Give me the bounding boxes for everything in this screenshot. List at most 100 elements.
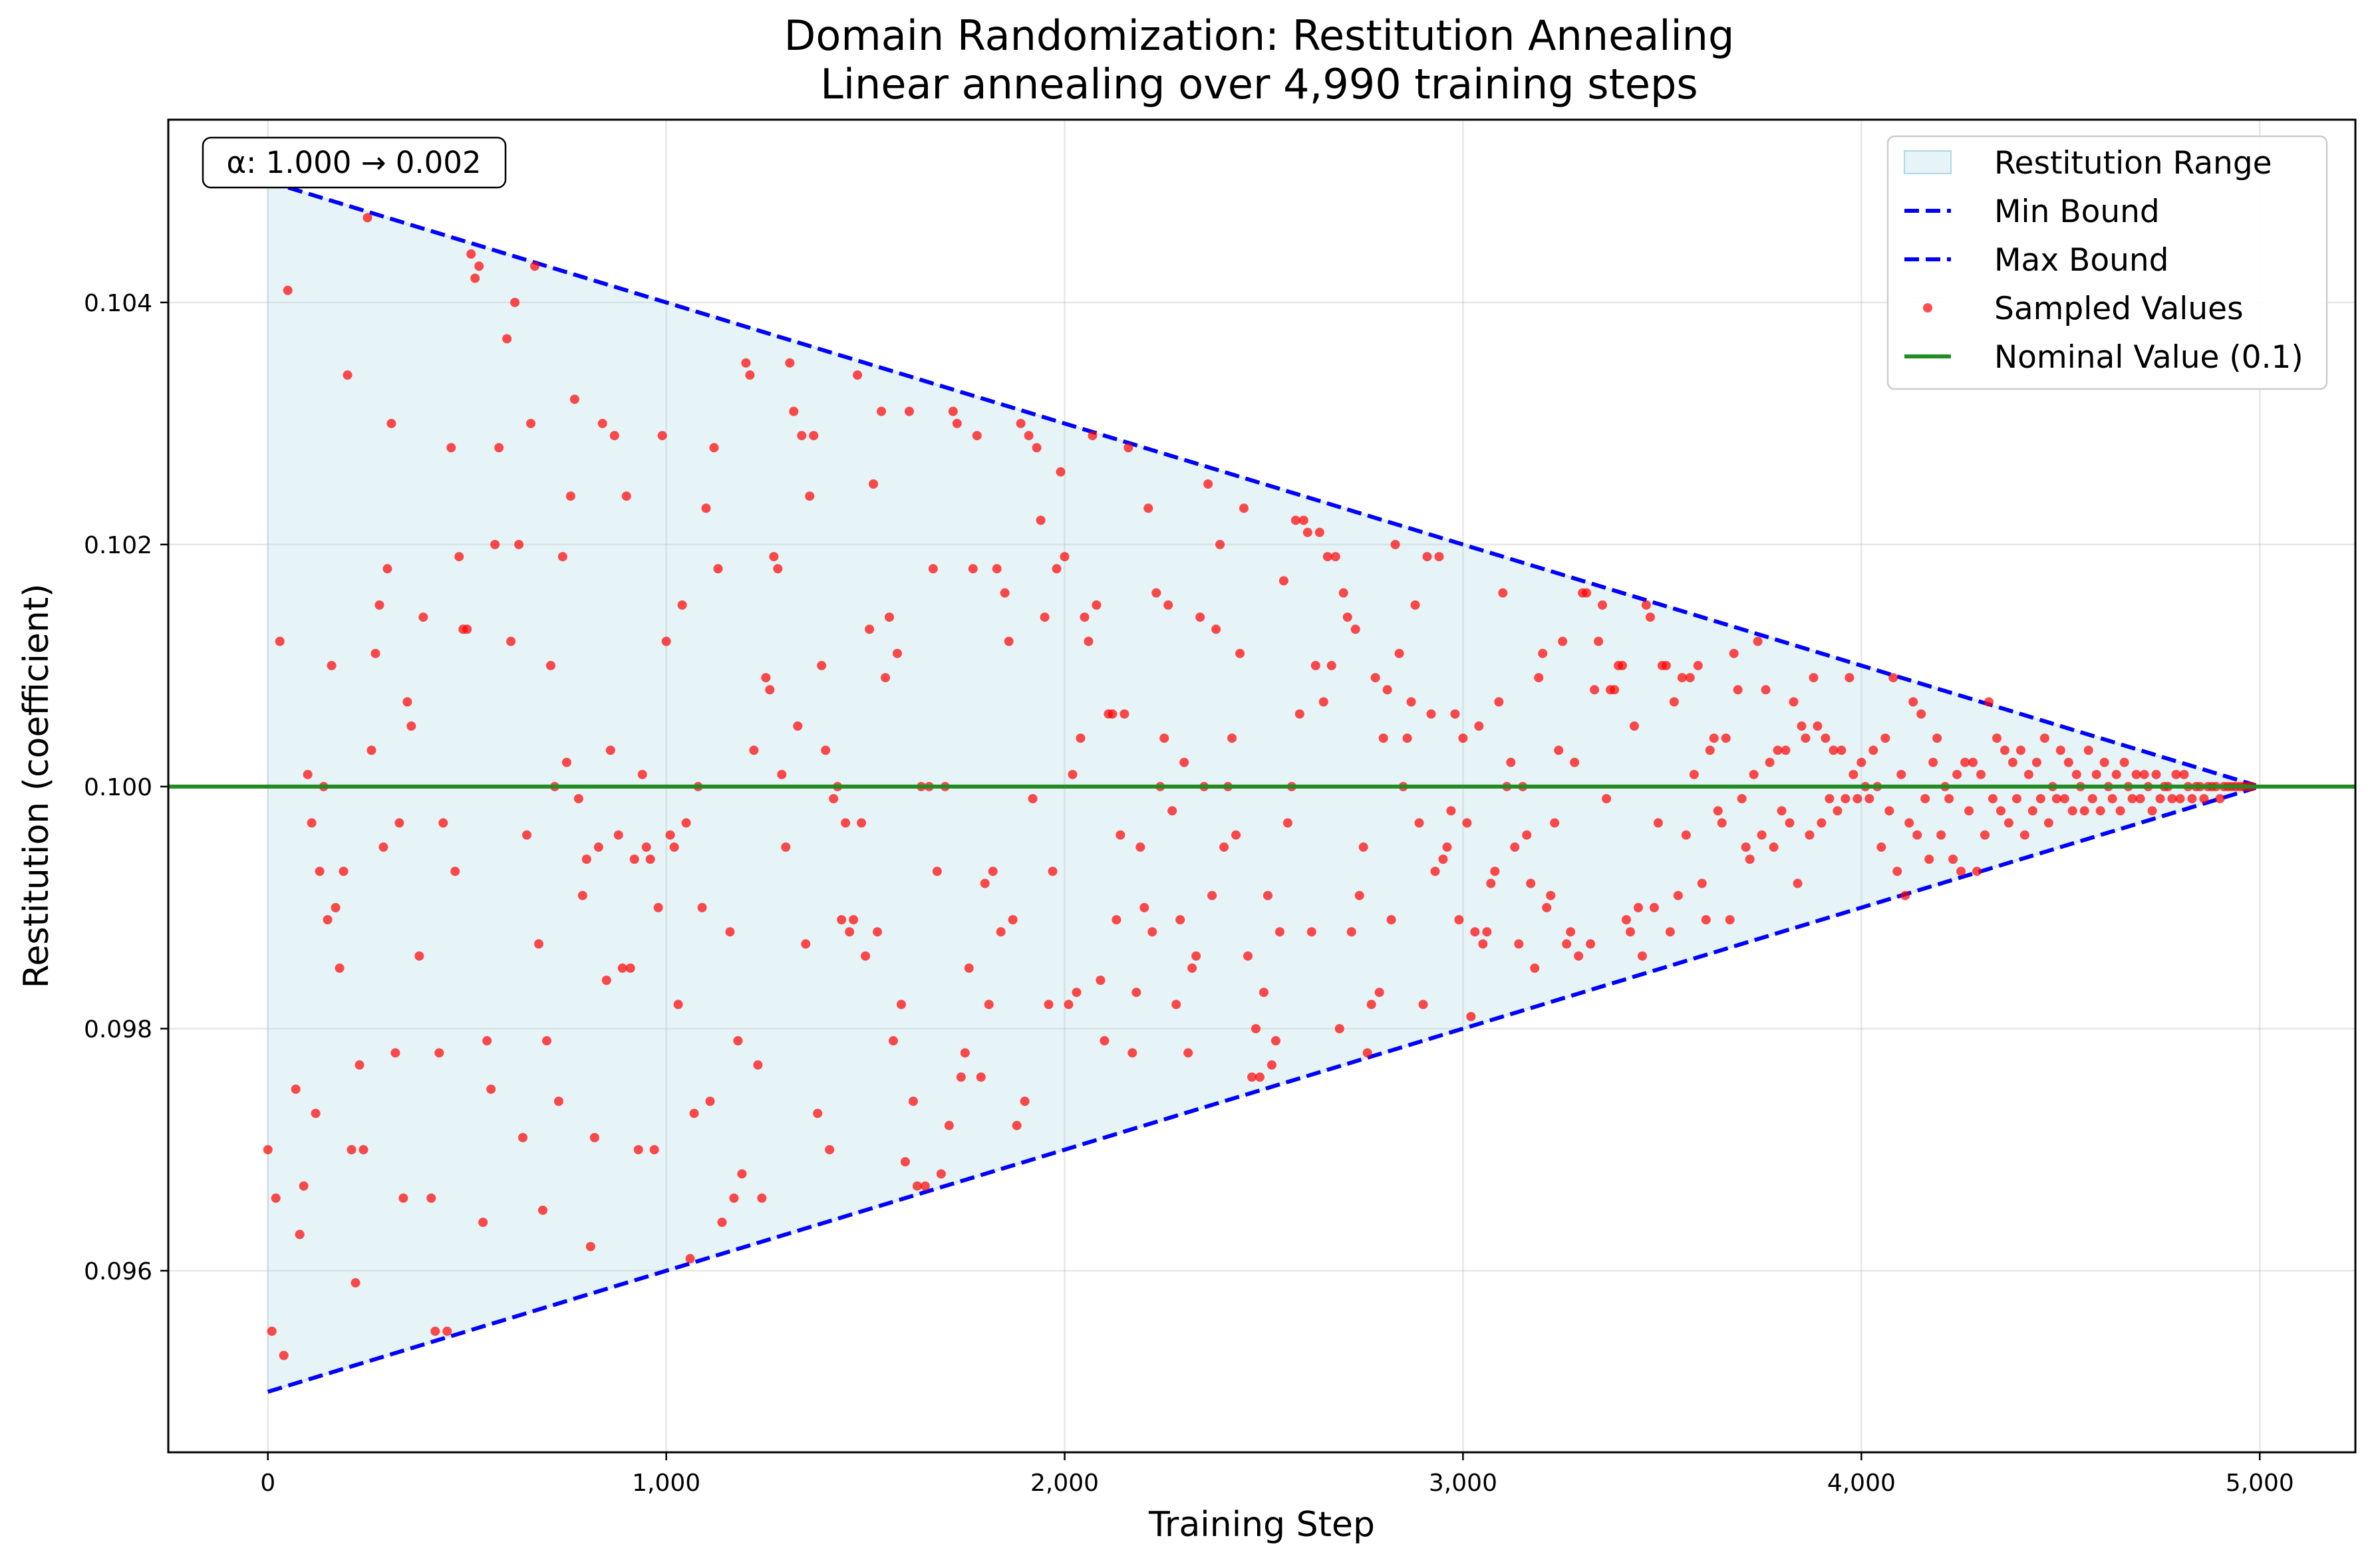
sampled-value-point bbox=[1426, 709, 1436, 719]
sampled-value-point bbox=[1450, 709, 1460, 719]
sampled-value-point bbox=[577, 890, 587, 900]
sampled-value-point bbox=[1302, 527, 1312, 537]
sampled-value-point bbox=[1358, 842, 1368, 852]
sampled-value-point bbox=[829, 794, 839, 804]
sampled-value-point bbox=[347, 1144, 357, 1154]
sampled-value-point bbox=[382, 564, 392, 574]
sampled-value-point bbox=[1773, 745, 1783, 755]
sampled-value-point bbox=[869, 479, 879, 489]
sampled-value-point bbox=[1386, 915, 1396, 925]
sampled-value-point bbox=[307, 818, 317, 828]
sampled-value-point bbox=[1442, 842, 1452, 852]
sampled-value-point bbox=[1633, 902, 1643, 912]
sampled-value-point bbox=[841, 818, 851, 828]
sampled-value-point bbox=[645, 854, 655, 864]
sampled-value-point bbox=[1697, 878, 1707, 888]
sampled-value-point bbox=[709, 443, 719, 453]
sampled-value-point bbox=[2099, 757, 2109, 767]
sampled-value-point bbox=[932, 866, 942, 876]
sampled-value-point bbox=[1904, 818, 1914, 828]
sampled-value-point bbox=[2199, 794, 2209, 804]
sampled-value-point bbox=[701, 503, 711, 513]
legend-swatch-range bbox=[1904, 150, 1952, 174]
sampled-value-point bbox=[1338, 588, 1348, 598]
sampled-value-point bbox=[1817, 818, 1827, 828]
sampled-value-point bbox=[705, 1097, 715, 1107]
sampled-value-point bbox=[881, 673, 891, 683]
sampled-value-point bbox=[1530, 963, 1540, 973]
sampled-value-point bbox=[1538, 648, 1548, 658]
sampled-value-point bbox=[877, 406, 887, 416]
sampled-value-point bbox=[1745, 854, 1755, 864]
sampled-value-point bbox=[805, 491, 815, 501]
sampled-value-point bbox=[1494, 697, 1504, 707]
sampled-value-point bbox=[2087, 794, 2097, 804]
sampled-value-point bbox=[984, 999, 994, 1009]
sampled-value-point bbox=[450, 866, 460, 876]
sampled-value-point bbox=[462, 624, 472, 634]
sampled-value-point bbox=[303, 769, 313, 779]
sampled-value-point bbox=[1713, 806, 1723, 816]
sampled-value-point bbox=[1896, 769, 1906, 779]
sampled-value-point bbox=[1574, 951, 1584, 961]
legend-label-nominal: Nominal Value (0.1) bbox=[1994, 339, 2303, 376]
sampled-value-point bbox=[1725, 915, 1735, 925]
sampled-value-point bbox=[1088, 431, 1098, 441]
sampled-value-point bbox=[1625, 927, 1635, 937]
sampled-value-point bbox=[1637, 951, 1647, 961]
sampled-value-point bbox=[1582, 588, 1592, 598]
sampled-value-point bbox=[1334, 1023, 1344, 1033]
sampled-values-points bbox=[263, 213, 2257, 1361]
sampled-value-point bbox=[2043, 818, 2053, 828]
sampled-value-point bbox=[430, 1326, 440, 1336]
sampled-value-point bbox=[789, 406, 799, 416]
sampled-value-point bbox=[1685, 673, 1695, 683]
annotation-box bbox=[202, 136, 507, 189]
sampled-value-point bbox=[581, 854, 591, 864]
sampled-value-point bbox=[1944, 794, 1954, 804]
sampled-value-point bbox=[1346, 927, 1356, 937]
sampled-value-point bbox=[390, 1048, 400, 1058]
sampled-value-point bbox=[2107, 794, 2117, 804]
sampled-value-point bbox=[506, 636, 516, 646]
sampled-value-point bbox=[944, 1120, 954, 1130]
sampled-value-point bbox=[529, 261, 539, 271]
sampled-value-point bbox=[510, 297, 520, 307]
sampled-value-point bbox=[1135, 842, 1145, 852]
sampled-value-point bbox=[474, 261, 484, 271]
sampled-value-point bbox=[665, 830, 675, 840]
y-tick-label: 0.096 bbox=[84, 1258, 152, 1285]
sampled-value-point bbox=[1721, 733, 1731, 743]
x-tick-label: 0 bbox=[260, 1470, 275, 1497]
y-axis-label: Restitution (coefficient) bbox=[17, 584, 57, 989]
sampled-value-point bbox=[1681, 830, 1691, 840]
sampled-value-point bbox=[729, 1193, 739, 1203]
sampled-value-point bbox=[1645, 612, 1655, 622]
sampled-value-point bbox=[1008, 915, 1018, 925]
sampled-value-point bbox=[1757, 830, 1767, 840]
sampled-value-point bbox=[809, 431, 819, 441]
sampled-value-point bbox=[1920, 794, 1930, 804]
sampled-value-point bbox=[1705, 745, 1715, 755]
sampled-value-point bbox=[327, 660, 337, 670]
sampled-value-point bbox=[1084, 636, 1094, 646]
sampled-value-point bbox=[426, 1193, 436, 1203]
sampled-value-point bbox=[1278, 576, 1288, 586]
sampled-value-point bbox=[1769, 842, 1779, 852]
sampled-value-point bbox=[486, 1084, 496, 1094]
sampled-value-point bbox=[279, 1351, 289, 1361]
sampled-value-point bbox=[1474, 721, 1484, 731]
sampled-value-point bbox=[920, 1181, 930, 1191]
sampled-value-point bbox=[1171, 999, 1181, 1009]
sampled-value-point bbox=[1394, 648, 1404, 658]
sampled-value-point bbox=[733, 1036, 743, 1046]
sampled-value-point bbox=[1813, 721, 1823, 731]
sampled-value-point bbox=[885, 612, 895, 622]
sampled-value-point bbox=[1342, 612, 1352, 622]
sampled-value-point bbox=[267, 1326, 277, 1336]
sampled-value-point bbox=[2083, 745, 2093, 755]
sampled-value-point bbox=[2003, 818, 2013, 828]
sampled-value-point bbox=[573, 794, 583, 804]
sampled-value-point bbox=[1526, 878, 1536, 888]
sampled-value-point bbox=[339, 866, 349, 876]
